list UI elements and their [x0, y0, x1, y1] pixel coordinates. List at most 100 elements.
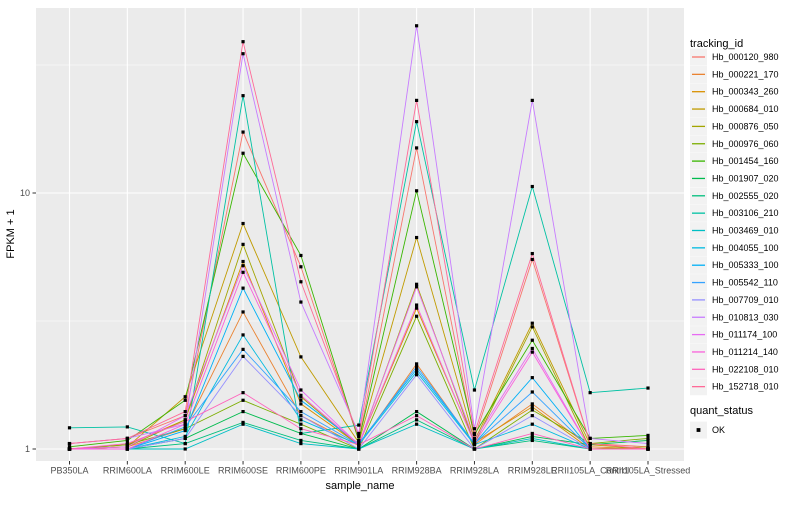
x-tick-label: RRIM600SE — [218, 466, 268, 476]
data-point — [125, 425, 129, 429]
data-point — [241, 259, 245, 264]
legend-item-label: Hb_004055_100 — [712, 243, 779, 253]
x-axis-title: sample_name — [325, 480, 394, 492]
legend-item-label: Hb_011174_100 — [712, 330, 777, 340]
legend-item-label: Hb_011214_140 — [712, 347, 778, 357]
data-point — [415, 373, 419, 377]
data-point — [357, 438, 361, 443]
data-point — [646, 447, 650, 451]
legend-item-label: Hb_022108_010 — [712, 364, 779, 374]
y-tick-labels: 1 10 — [20, 188, 30, 454]
data-point — [646, 441, 650, 446]
data-point — [67, 447, 72, 451]
data-point — [530, 431, 534, 436]
data-point — [530, 98, 534, 102]
data-point — [530, 402, 534, 406]
x-tick-label: RRIM928BA — [392, 466, 442, 476]
legend-item-label: Hb_000343_260 — [712, 87, 779, 97]
data-point — [183, 436, 187, 441]
data-point — [183, 441, 187, 446]
legend-quant-status: OK — [690, 421, 725, 439]
data-point — [472, 431, 477, 436]
data-point — [530, 257, 534, 262]
data-point — [125, 441, 129, 446]
data-point — [530, 434, 534, 439]
data-point — [472, 441, 477, 446]
data-point — [646, 438, 650, 443]
data-point — [67, 441, 72, 446]
data-point — [241, 398, 245, 402]
x-tick-labels: PB350LA RRIM600LA RRIM600LE RRIM600SE RRIM60… — [50, 466, 690, 476]
data-point — [299, 402, 303, 406]
data-point — [183, 418, 187, 422]
data-point — [530, 414, 534, 418]
legend-item-label: Hb_000221_170 — [712, 69, 779, 79]
legend-item-label: Hb_001454_160 — [712, 156, 779, 166]
data-point — [183, 419, 187, 424]
data-point — [299, 418, 303, 422]
data-point — [299, 441, 303, 446]
y-axis-title: FPKM + 1 — [5, 209, 17, 258]
data-point — [183, 422, 187, 426]
data-point — [357, 443, 361, 447]
data-point — [415, 367, 419, 371]
data-point — [415, 364, 419, 369]
legend-tracking-id: Hb_000120_980 Hb_000221_170 Hb_000343_260 H… — [690, 48, 779, 396]
data-point — [415, 414, 419, 418]
legend-item-label: Hb_005542_110 — [712, 278, 778, 288]
y-tick-label: 1 — [25, 444, 30, 454]
data-point — [588, 436, 592, 441]
data-point — [415, 120, 419, 124]
data-point — [588, 445, 592, 449]
data-point — [299, 280, 303, 284]
legend-title-quant-status: quant_status — [690, 405, 753, 417]
data-point — [299, 431, 303, 436]
data-point — [472, 436, 477, 441]
legend-item-label: Hb_003106_210 — [712, 208, 779, 218]
data-point — [530, 338, 534, 342]
x-tick-label: RRIM928LE — [508, 466, 557, 476]
data-point — [415, 306, 419, 310]
data-point — [530, 251, 534, 256]
data-point — [530, 376, 534, 380]
data-point — [646, 433, 650, 438]
legend-item-label: Hb_152718_010 — [712, 382, 779, 392]
data-point — [299, 438, 303, 443]
data-point — [530, 350, 534, 354]
data-point — [299, 393, 303, 397]
data-point — [472, 388, 477, 392]
data-point — [183, 398, 187, 402]
data-point — [299, 355, 303, 359]
data-point — [415, 418, 419, 422]
data-point — [588, 441, 592, 446]
x-tick-label: RRII105LA_Control — [551, 466, 629, 476]
x-tick-label: RRIM600LE — [161, 466, 210, 476]
data-point — [530, 408, 534, 412]
data-point — [183, 428, 187, 433]
x-tick-label: RRII105LA_Stressed — [606, 466, 691, 476]
data-point — [183, 395, 187, 399]
quant-status-square-icon — [696, 428, 701, 432]
data-point — [125, 436, 129, 441]
legend-item-label: Hb_000976_060 — [712, 139, 779, 149]
legend-item-label: Hb_003469_010 — [712, 226, 779, 236]
data-point — [415, 98, 419, 102]
data-point — [299, 398, 303, 402]
data-point — [241, 354, 245, 358]
y-tick-label: 10 — [20, 188, 30, 198]
legend-item-label: Hb_010813_030 — [712, 312, 779, 322]
data-point — [241, 94, 245, 98]
data-point — [241, 52, 245, 56]
data-point — [241, 347, 245, 351]
data-point — [530, 184, 534, 189]
data-point — [299, 388, 303, 392]
legend-item-label: Hb_002555_020 — [712, 191, 779, 201]
x-tick-label: PB350LA — [50, 466, 88, 476]
data-point — [357, 447, 361, 451]
data-point — [125, 438, 129, 443]
data-point — [588, 447, 592, 451]
data-point — [415, 422, 419, 426]
data-point — [183, 409, 187, 414]
data-point — [241, 221, 245, 226]
data-point — [530, 325, 534, 329]
